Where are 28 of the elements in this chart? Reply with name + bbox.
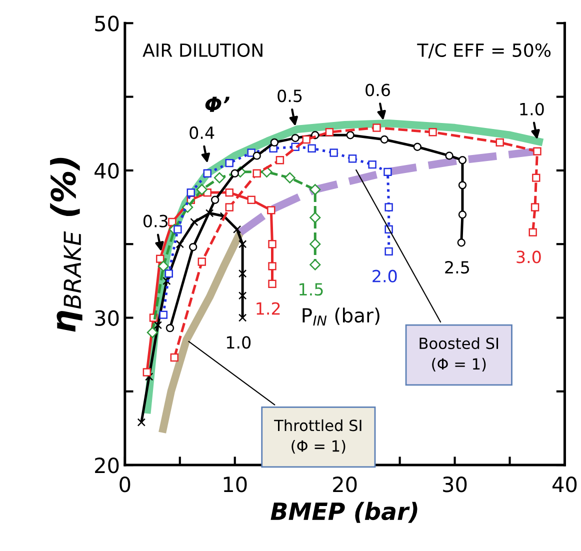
series-label: 1.2 [256,302,280,315]
series-label: 2.5 [445,260,470,274]
y-tick-label: 40 [94,162,119,179]
series-label: 1.0 [226,336,251,349]
series-label: 1.5 [300,283,323,296]
annotation: 1.0 [520,102,544,116]
x-tick-label: 10 [224,476,247,492]
x-axis-title: BMEP (bar) [270,502,418,523]
annotation: 0.5 [278,90,302,102]
series-label: 3.0 [516,250,541,264]
annotation: 0.4 [190,126,214,140]
annotation: AIR DILUTION [142,43,262,58]
y-tick-label: 50 [95,16,119,32]
y-tick-label: 20 [95,457,119,474]
annotation: Φ’ [205,96,230,112]
text: Boosted SI (Φ = 1) [420,337,498,372]
annotation: T/C EFF = 50% [417,43,551,58]
x-tick-label: 0 [120,476,130,492]
x-tick-label: 20 [333,476,357,492]
series-label: 2.0 [372,270,397,282]
text: Throttled SI (Φ = 1) [274,419,362,454]
annotation: 0.3 [143,214,168,228]
annotation: P$_{IN}$ (bar) [302,308,380,326]
y-axis-title: η$_{BRAKE}$ (%) [50,158,82,332]
annotation: 0.6 [366,84,390,96]
y-tick-label: 30 [95,310,119,326]
x-tick-label: 40 [552,476,577,492]
x-tick-label: 30 [443,476,467,492]
